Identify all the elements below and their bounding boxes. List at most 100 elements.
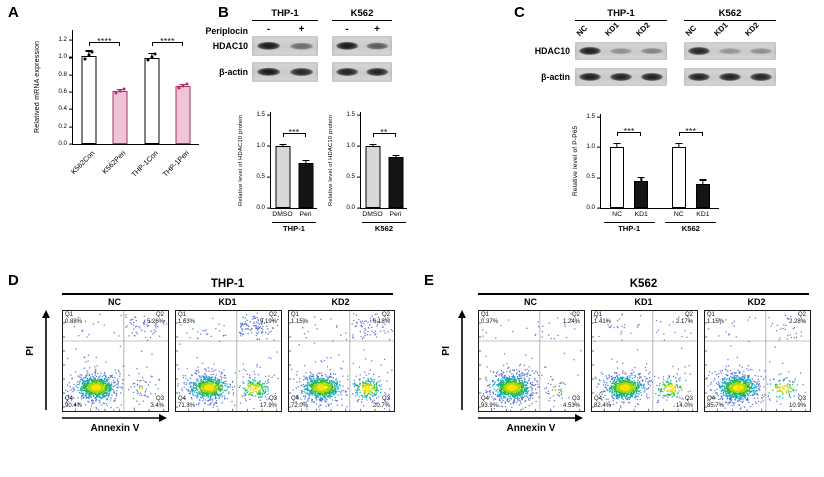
flow-scatter-canvas [175, 310, 282, 412]
category-label: KD1 [634, 211, 648, 218]
quadrant-label-q4: Q4 93.9% [481, 396, 499, 409]
data-point [122, 87, 126, 91]
group-label: K562 [374, 224, 394, 233]
category-label: NC [612, 211, 622, 218]
tick-label: 0.5 [346, 172, 355, 180]
flow-plot-title: NC [524, 297, 537, 307]
panel-e-title-underline [478, 293, 809, 295]
western-blot [332, 62, 392, 82]
error-bar [702, 180, 704, 184]
blot-band [336, 41, 358, 51]
error-bar-cap [279, 143, 286, 145]
annexin-axis-arrow [478, 414, 583, 422]
quadrant-label-q4: Q4 82.4% [594, 396, 612, 409]
significance-stars: *** [623, 126, 635, 137]
western-blot [575, 42, 667, 60]
flow-plot-KD2: KD2 Q1 1.15% Q2 6.18% Q3 20.7% Q4 72.0% [288, 297, 395, 413]
blot-row-label: β-actin [541, 72, 570, 82]
quadrant-label-q1: Q1 1.15% [291, 312, 309, 325]
quadrant-label-q4: Q4 71.3% [178, 396, 196, 409]
axis-tick [68, 143, 73, 145]
group-bracket: K562 [665, 221, 717, 233]
flow-scatter-canvas [288, 310, 395, 412]
axis-tick [68, 91, 73, 93]
y-axis-label: Relative level of HDAC10 protein [238, 114, 244, 206]
axis-tick [356, 145, 361, 147]
annexin-axis-label: Annexin V [506, 423, 556, 434]
plot-area: 0.0 0.5 1.0 1.5 DMSO Peri ** K562 [346, 111, 407, 233]
panel-e-title: K562 [629, 278, 658, 290]
axis-tick [266, 145, 271, 147]
blot-band [579, 46, 602, 56]
y-axis-label: Relatived mRNA expression [34, 40, 41, 134]
quadrant-label-q2: Q2 5.26% [146, 312, 164, 325]
category-label: Peri [299, 211, 312, 218]
error-bar-cap [302, 159, 309, 161]
flow-plot-title: KD2 [331, 297, 350, 307]
lane-mark: - [345, 24, 349, 35]
data-point [146, 58, 150, 62]
lane-mark: + [298, 24, 305, 35]
y-axis-label: Relative level of P-P65 [572, 125, 579, 197]
flow-plot-KD1: KD1 Q1 1.63% Q2 9.19% Q3 17.9% Q4 71.3% [175, 297, 282, 413]
significance-bracket: ** [372, 127, 396, 137]
panel-d-label: D [8, 272, 19, 289]
axis-tick [68, 74, 73, 76]
tick-label: 0.0 [346, 203, 355, 211]
axis-tick [266, 114, 271, 116]
quadrant-label-q1: Q1 1.41% [594, 312, 612, 325]
panel-b-thp1-bar-chart: Relative level of HDAC10 protein 0.0 0.5 1… [232, 96, 324, 266]
panel-d-flow-plots: NC Q1 0.88% Q2 5.26% Q3 3.4% Q4 90.4% KD1 Q1 1.63% Q… [62, 297, 395, 421]
data-point [87, 53, 91, 57]
bar [671, 147, 686, 208]
flow-plot-title: KD1 [218, 297, 237, 307]
bar [695, 183, 710, 208]
axis-tick [596, 146, 601, 148]
panel-c-label: C [514, 4, 525, 21]
significance-bracket: **** [151, 36, 184, 46]
quadrant-label-q3: Q3 4.53% [562, 396, 580, 409]
tick-label: 0.6 [58, 88, 67, 96]
tick-label: 1.5 [256, 111, 265, 119]
blot-row-label: HDAC10 [534, 46, 570, 56]
flow-plot-KD1: KD1 Q1 1.41% Q2 2.17% Q3 14.0% Q4 82.4% [591, 297, 698, 413]
blot-band [718, 72, 742, 82]
axis-tick [68, 108, 73, 111]
plot-area: 0.0 0.5 1.0 1.5 DMSO Peri *** THP-1 [256, 111, 317, 233]
panel-e-flow-plots: NC Q1 0.37% Q2 1.24% Q3 4.53% Q4 93.9% KD1 Q1 1.41%… [478, 297, 811, 421]
bar [634, 180, 649, 208]
axis-tick [266, 207, 271, 209]
quadrant-label-q2: Q2 6.18% [372, 312, 390, 325]
tick-label: 0.0 [586, 203, 595, 211]
quadrant-label-q1: Q1 0.37% [481, 312, 499, 325]
significance-bracket: *** [678, 126, 703, 137]
pi-axis-label: PI [24, 346, 36, 356]
tick-label: 0.2 [58, 122, 67, 130]
data-point [153, 52, 157, 56]
blot-row-label: β-actin [219, 67, 248, 77]
lane-labels: NC KD1 KD2 [684, 20, 776, 38]
blot-band [609, 48, 633, 54]
tick-label: 1.0 [256, 141, 265, 149]
blot-band [688, 72, 711, 82]
tick-label: 1.5 [586, 112, 595, 120]
group-label: THP-1 [283, 224, 305, 233]
panel-b-k562-bar-chart: Relative level of HDAC10 protein 0.0 0.5 1… [322, 96, 414, 266]
error-bar-cap [148, 52, 156, 55]
data-point [83, 57, 87, 61]
error-bar-cap [613, 143, 621, 145]
lane-labels: NC KD1 KD2 [575, 20, 667, 38]
significance-bracket: *** [282, 127, 306, 137]
quadrant-label-q1: Q1 1.63% [178, 312, 196, 325]
data-point [150, 55, 154, 59]
quadrant-label-q2: Q2 9.19% [259, 312, 277, 325]
axis-tick [596, 177, 601, 179]
axis-tick [596, 207, 601, 209]
western-blot [684, 42, 776, 60]
quadrant-label-q1: Q1 1.15% [707, 312, 725, 325]
significance-stars: **** [97, 35, 112, 46]
panel-d-title-underline [62, 293, 393, 295]
blot-band [289, 42, 314, 50]
western-blot [252, 36, 318, 56]
data-point [90, 50, 94, 54]
